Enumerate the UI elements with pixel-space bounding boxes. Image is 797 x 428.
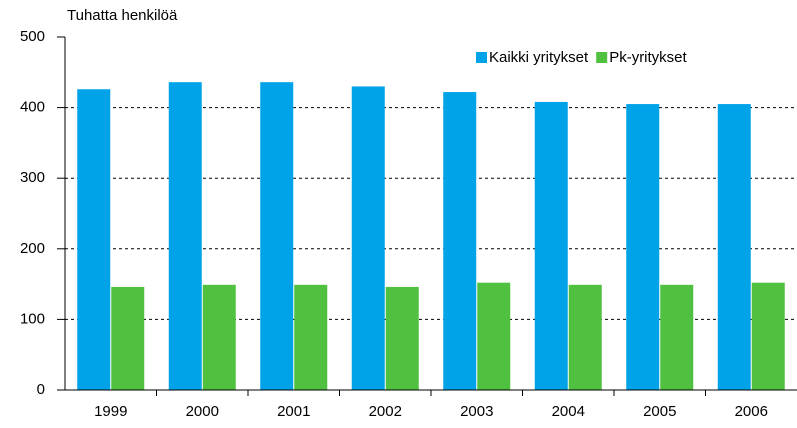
y-axis-label: Tuhatta henkilöä [67,7,178,24]
bar [260,82,294,391]
legend-swatch [596,52,608,63]
legend-label: Pk-yritykset [609,49,687,66]
y-tick-label: 300 [20,169,45,186]
y-tick-label: 500 [20,28,45,45]
x-tick-label: 2005 [643,403,676,420]
bar [443,92,477,391]
x-tick-label: 2000 [186,403,219,420]
bar [385,286,419,390]
bar [351,86,385,391]
legend-label: Kaikki yritykset [489,49,589,66]
legend-swatch [476,52,487,63]
x-tick-label: 2001 [277,403,310,420]
bar [534,101,568,391]
y-tick-label: 200 [20,240,45,257]
bar [660,284,694,390]
x-tick-label: 2004 [552,403,585,420]
bar [111,286,145,390]
y-tick-label: 400 [20,99,45,116]
bar [751,282,785,390]
bar [77,89,111,390]
bar [717,104,751,390]
bar [568,284,602,390]
x-tick-label: 2006 [735,403,768,420]
bar [477,282,511,390]
x-tick-label: 2003 [460,403,493,420]
bar [168,82,202,391]
y-tick-label: 100 [20,310,45,327]
x-tick-label: 1999 [94,403,127,420]
x-tick-label: 2002 [369,403,402,420]
bar [294,284,328,390]
y-tick-label: 0 [37,381,45,398]
bar [202,284,236,390]
bar [626,104,660,390]
